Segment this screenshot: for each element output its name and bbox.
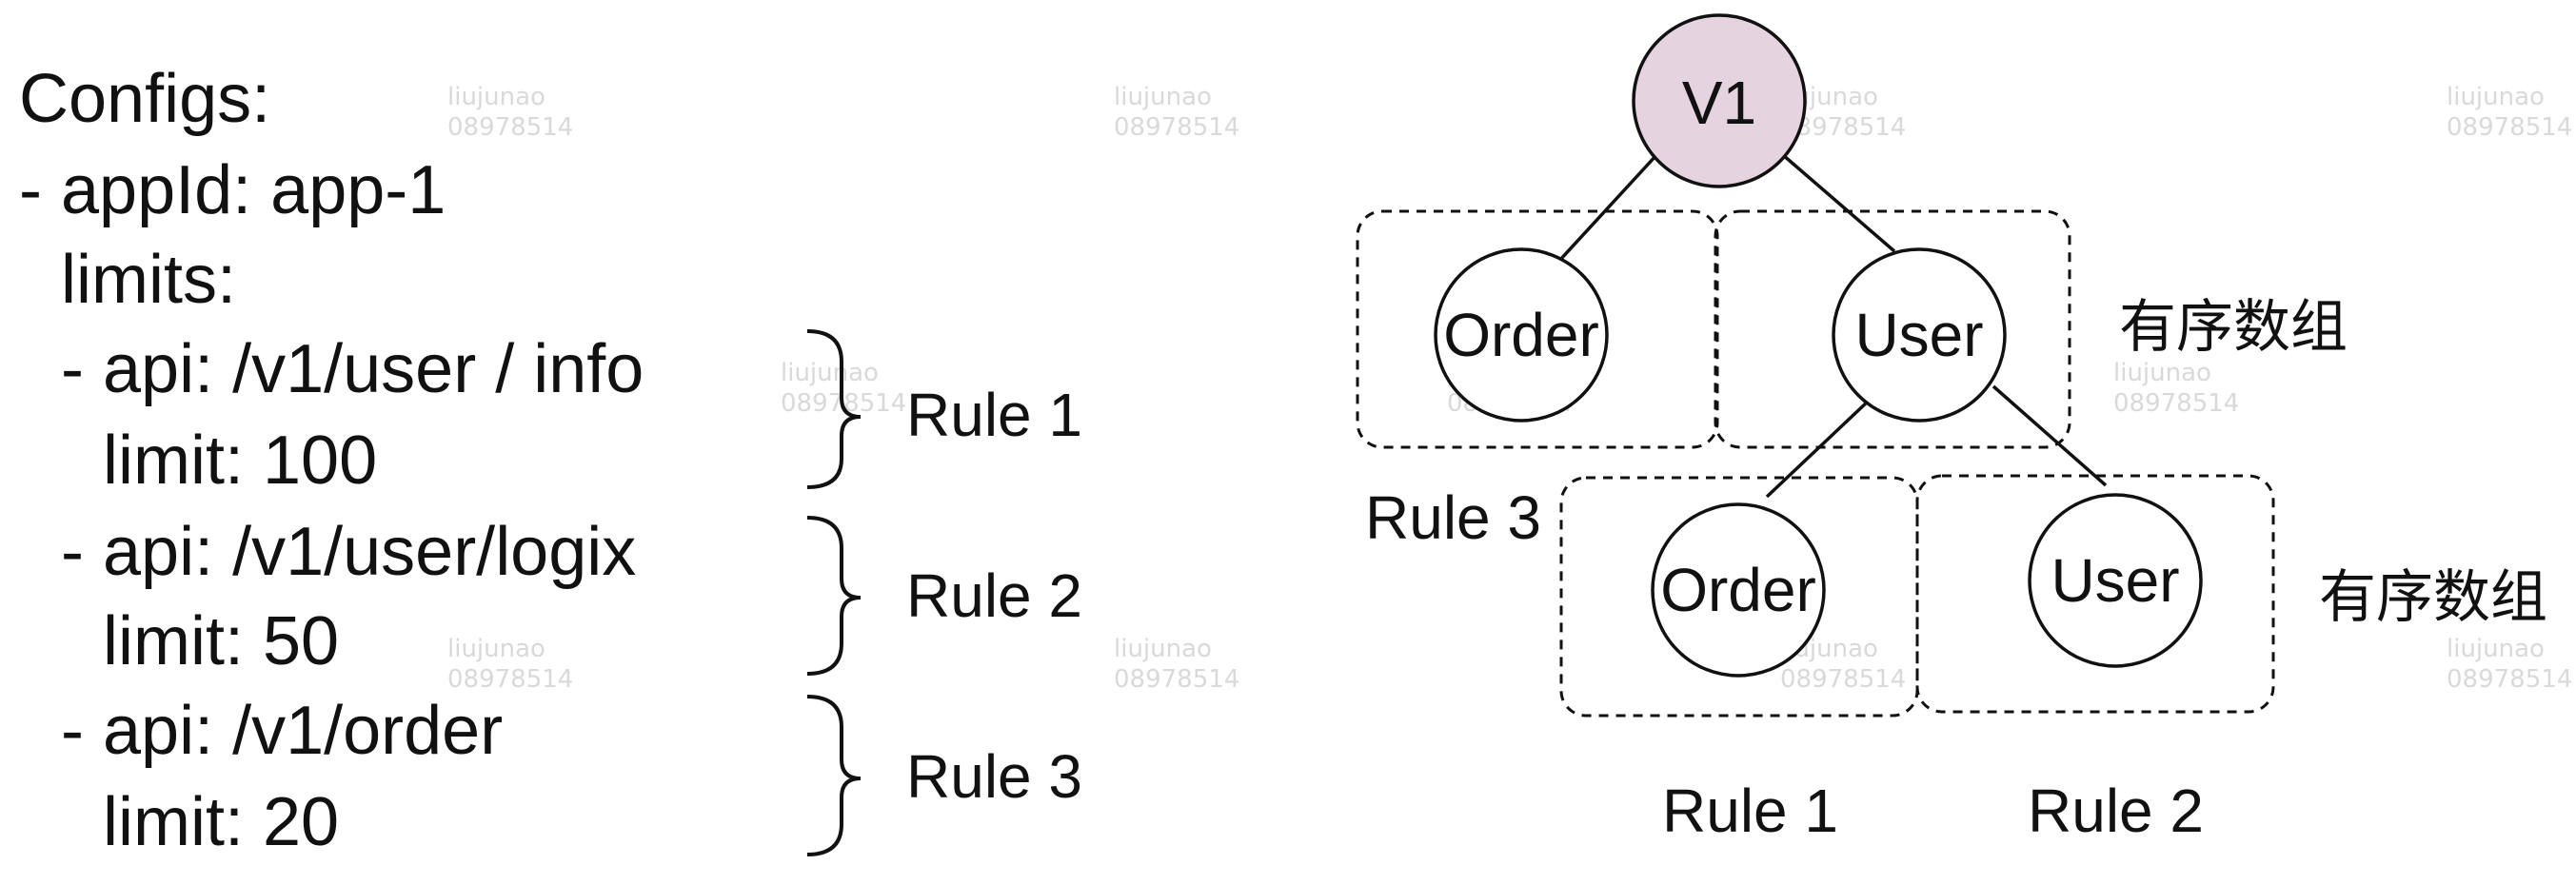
group-box-level1-right — [1714, 209, 2071, 449]
config-limit-line-2: limit: 50 — [103, 603, 339, 679]
watermark-name: liujunao — [447, 635, 545, 663]
tree-rule-1-label: Rule 1 — [1662, 777, 1838, 845]
group-box-level2-left — [1559, 476, 1919, 718]
watermark-name: liujunao — [1114, 635, 1212, 663]
brace-rule-2 — [806, 516, 862, 676]
watermark-id: 08978514 — [1114, 665, 1239, 694]
watermark-id: 08978514 — [1780, 665, 1906, 694]
tree-nodes: V1 Order User Order User — [1434, 13, 2203, 678]
group-box-level1-left — [1356, 209, 1719, 449]
config-api-line-2: - api: /v1/user/logix — [61, 514, 636, 590]
group-box-level2-right — [1915, 474, 2275, 714]
watermark-id: 08978514 — [2447, 665, 2572, 694]
watermark-name: liujunao — [2113, 359, 2211, 387]
edge-root-order — [1557, 141, 1670, 263]
watermark-name: liujunao — [2447, 83, 2545, 111]
config-api-line-1: - api: /v1/user / info — [61, 331, 644, 407]
node-root-circle — [1632, 13, 1807, 188]
config-block: Configs: - appId: app-1 limits: - api: /… — [19, 61, 644, 860]
tree-rule-3-label: Rule 3 — [1365, 483, 1541, 552]
rule-1-label: Rule 1 — [906, 381, 1082, 449]
tree-rule-2-label: Rule 2 — [2028, 777, 2204, 845]
node-order-l1-label: Order — [1443, 301, 1599, 369]
watermark-name: liujunao — [2447, 635, 2545, 663]
node-order-l1-circle — [1434, 247, 1609, 423]
watermark-id: 08978514 — [447, 665, 573, 694]
watermark-name: liujunao — [1114, 83, 1212, 111]
brace-rule-1 — [806, 329, 862, 489]
watermark-name: liujunao — [447, 83, 545, 111]
edge-user-user — [1991, 384, 2108, 487]
brace-group — [806, 329, 862, 856]
node-root-label: V1 — [1682, 69, 1756, 137]
group-annotations: 有序数组 有序数组 Rule 3 Rule 1 Rule 2 — [1365, 294, 2547, 845]
config-appid-line: - appId: app-1 — [19, 152, 446, 228]
watermark-id: 08978514 — [1114, 113, 1239, 142]
rule-labels: Rule 1 Rule 2 Rule 3 — [906, 381, 1082, 811]
node-user-l2-label: User — [2051, 546, 2179, 615]
config-limit-line-1: limit: 100 — [103, 423, 377, 499]
config-header: Configs: — [19, 61, 270, 137]
ordered-array-label-bottom: 有序数组 — [2319, 564, 2547, 631]
node-user-l1-circle — [1832, 247, 2007, 423]
config-limit-line-3: limit: 20 — [103, 784, 339, 860]
config-limits-line: limits: — [61, 242, 236, 318]
node-order-l2-circle — [1651, 502, 1826, 678]
node-order-l2-label: Order — [1660, 556, 1816, 624]
rule-2-label: Rule 2 — [906, 561, 1082, 630]
rule-3-label: Rule 3 — [906, 742, 1082, 811]
node-user-l2-circle — [2028, 493, 2203, 668]
edge-root-user — [1767, 141, 1896, 253]
watermark-id: 08978514 — [2447, 113, 2572, 142]
ordered-array-label-top: 有序数组 — [2119, 294, 2348, 361]
node-user-l1-label: User — [1854, 301, 1983, 369]
watermark-id: 08978514 — [447, 113, 573, 142]
watermark-name: liujunao — [781, 359, 879, 387]
brace-rule-3 — [806, 695, 862, 856]
config-api-line-3: - api: /v1/order — [61, 693, 503, 769]
group-boxes — [1356, 209, 2275, 718]
watermark-id: 08978514 — [2113, 389, 2239, 418]
tree-edges — [1557, 141, 2108, 499]
